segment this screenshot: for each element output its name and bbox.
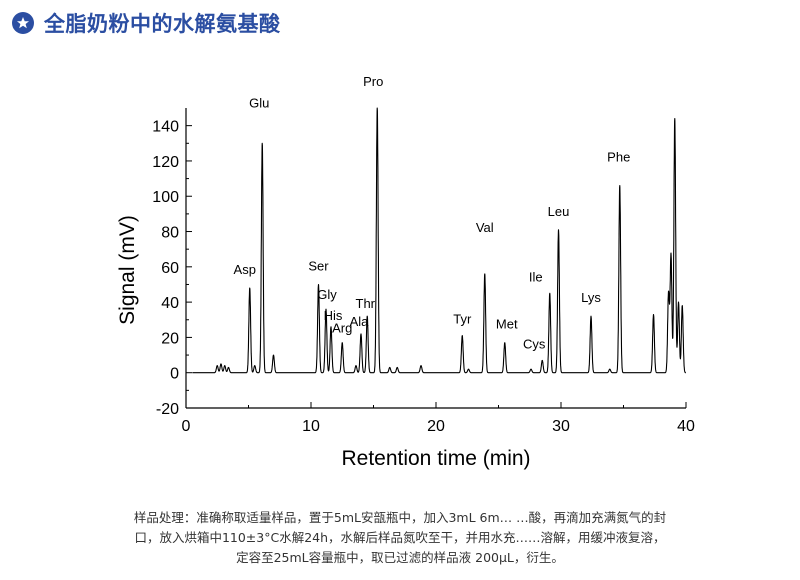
y-tick-label: 140: [152, 119, 179, 136]
peak-label-gly: Gly: [317, 287, 337, 302]
peak-label-ala: Ala: [350, 314, 370, 329]
peak-label-val: Val: [476, 220, 494, 235]
x-tick-label: 20: [427, 418, 445, 435]
chromatogram-line: [192, 107, 687, 374]
sample-prep-caption: 样品处理：准确称取适量样品，置于5mL安瓿瓶中，加入3mL 6m… …酸，再滴加…: [80, 508, 720, 568]
peak-label-lys: Lys: [581, 290, 601, 305]
y-tick-label: 80: [161, 225, 179, 242]
peak-label-leu: Leu: [548, 204, 570, 219]
peak-label-ile: Ile: [529, 269, 543, 284]
peak-label-glu: Glu: [249, 95, 269, 110]
y-axis-title: Signal (mV): [116, 215, 139, 325]
y-tick-label: 120: [152, 154, 179, 171]
caption-line-1: 样品处理：准确称取适量样品，置于5mL安瓿瓶中，加入3mL 6m… …酸，再滴加…: [133, 510, 667, 525]
section-header: 全脂奶粉中的水解氨基酸: [12, 8, 281, 38]
caption-line-3: 定容至25mL容量瓶中，取已过滤的样品液 200μL，衍生。: [236, 550, 564, 565]
y-tick-label: 40: [161, 295, 179, 312]
x-tick-label: 30: [552, 418, 570, 435]
peak-label-asp: Asp: [234, 262, 256, 277]
peak-label-met: Met: [496, 317, 518, 332]
y-tick-label: 20: [161, 330, 179, 347]
page-title: 全脂奶粉中的水解氨基酸: [44, 12, 281, 36]
x-tick-label: 10: [302, 418, 320, 435]
peak-label-thr: Thr: [356, 296, 376, 311]
peak-label-cys: Cys: [523, 336, 546, 351]
x-tick-label: 40: [677, 418, 695, 435]
peak-label-phe: Phe: [607, 150, 630, 165]
caption-line-2: 口，放入烘箱中110±3°C水解24h，水解后样品氮吹至干，并用水充……溶解，用…: [134, 530, 666, 545]
x-axis-title: Retention time (min): [341, 447, 530, 470]
star-badge-icon: [12, 12, 34, 34]
y-tick-label: 100: [152, 189, 179, 206]
peak-label-pro: Pro: [363, 74, 383, 89]
y-tick-label: 60: [161, 260, 179, 277]
peak-label-ser: Ser: [308, 258, 329, 273]
x-tick-label: 0: [182, 418, 191, 435]
peak-label-tyr: Tyr: [453, 312, 472, 327]
y-tick-label: 0: [170, 366, 179, 383]
peak-label-arg: Arg: [332, 321, 352, 336]
chart-trace: [192, 107, 687, 374]
peak-label-his: His: [324, 308, 343, 323]
y-tick-label: -20: [156, 401, 179, 418]
